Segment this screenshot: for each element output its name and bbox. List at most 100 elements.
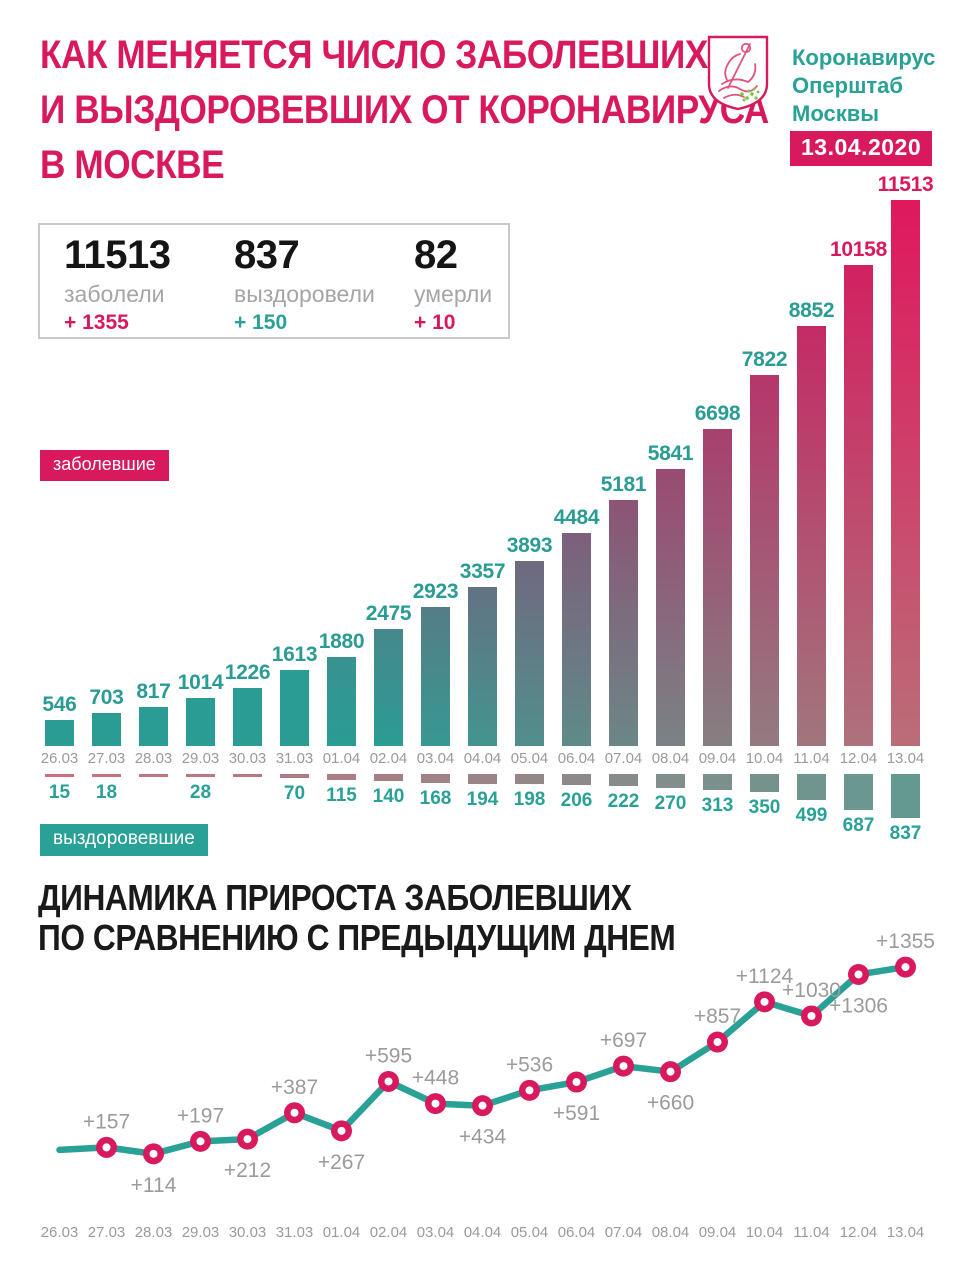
recovered-bar-value: 194 — [466, 789, 499, 811]
growth-point-label: +114 — [131, 1174, 177, 1197]
bar-chart-date: 04.04 — [463, 750, 502, 767]
infected-bar-value: 3893 — [506, 534, 553, 557]
title-line-2: И ВЫЗДОРОВЕВШИХ ОТ КОРОНАВИРУСА — [40, 88, 769, 132]
recovered-bar-value: 15 — [48, 781, 71, 803]
line-chart-date: 26.03 — [40, 1224, 79, 1241]
infected-bar-value: 1880 — [318, 630, 365, 653]
recovered-bar-value: 837 — [889, 823, 922, 845]
stat-infected: 11513 заболели + 1355 — [64, 233, 171, 335]
stat-recovered-label: выздоровели — [234, 281, 375, 307]
bar-chart-date: 30.03 — [228, 750, 267, 767]
recovered-bar-value: 270 — [654, 793, 687, 815]
recovered-bar — [797, 774, 826, 801]
stat-died-value: 82 — [414, 233, 458, 277]
growth-section-title: ДИНАМИКА ПРИРОСТА ЗАБОЛЕВШИХ ПО СРАВНЕНИ… — [38, 878, 676, 958]
title-line-1: КАК МЕНЯЕТСЯ ЧИСЛО ЗАБОЛЕВШИХ — [40, 33, 708, 77]
logo-line-1: Коронавирус — [792, 45, 936, 70]
recovered-bar — [139, 774, 168, 777]
infected-bar — [421, 607, 450, 746]
recovered-bar — [468, 774, 497, 785]
infected-bar — [280, 670, 309, 746]
bar-chart-date: 10.04 — [745, 750, 784, 767]
infected-bar — [92, 713, 121, 746]
infected-bar — [750, 375, 779, 746]
recovered-bar-value: 222 — [607, 790, 640, 812]
line-chart-date: 27.03 — [87, 1224, 126, 1241]
recovered-bar-value: 206 — [560, 789, 593, 811]
recovered-bar — [609, 774, 638, 786]
data-point-center — [760, 997, 769, 1006]
line-chart-date: 31.03 — [275, 1224, 314, 1241]
bar-chart-date: 29.03 — [181, 750, 220, 767]
operativ-shtab-label: Коронавирус Оперштаб Москвы — [792, 44, 935, 128]
line-chart-date: 13.04 — [886, 1224, 925, 1241]
data-point-center — [337, 1126, 346, 1135]
logo-line-2: Оперштаб — [792, 73, 904, 98]
growth-point-label: +857 — [694, 1005, 741, 1028]
growth-point-label: +536 — [506, 1053, 553, 1076]
growth-point-label: +1030 — [782, 979, 841, 1002]
infected-bar-value: 3357 — [459, 560, 506, 583]
infected-bar-value: 1014 — [177, 671, 224, 694]
recovered-bar-value: 350 — [748, 797, 781, 819]
recovered-bar-value: 687 — [842, 815, 875, 837]
infected-bar-value: 1226 — [224, 661, 271, 684]
bar-chart-date: 31.03 — [275, 750, 314, 767]
infected-bar-value: 2923 — [412, 580, 459, 603]
infected-bar-value: 4484 — [553, 506, 600, 529]
growth-point-label: +660 — [647, 1092, 694, 1115]
growth-point-label: +697 — [600, 1029, 647, 1052]
growth-point-label: +1355 — [876, 930, 935, 953]
growth-point-label: +387 — [271, 1076, 318, 1099]
recovered-bar — [280, 774, 309, 778]
infected-bar-value: 6698 — [694, 402, 741, 425]
growth-point-label: +197 — [177, 1104, 224, 1127]
line-chart-date: 11.04 — [793, 1224, 830, 1241]
recovered-bar-value: 499 — [795, 805, 828, 827]
growth-point-label: +448 — [412, 1067, 459, 1090]
bar-chart-date: 13.04 — [886, 750, 925, 767]
recovered-bar-value: 168 — [419, 787, 452, 809]
legend-recovered-badge: выздоровевшие — [40, 824, 208, 856]
bar-chart-date: 26.03 — [40, 750, 79, 767]
recovered-bar — [45, 774, 74, 777]
data-point-center — [196, 1137, 205, 1146]
growth-point-label: +267 — [318, 1151, 365, 1174]
line-chart-date: 10.04 — [745, 1224, 784, 1241]
recovered-bar — [891, 774, 920, 819]
page-title: КАК МЕНЯЕТСЯ ЧИСЛО ЗАБОЛЕВШИХ И ВЫЗДОРОВ… — [40, 28, 769, 193]
bar-chart-date: 01.04 — [322, 750, 361, 767]
bar-chart-date: 07.04 — [604, 750, 643, 767]
infected-bar-value: 817 — [136, 680, 171, 703]
data-point-center — [619, 1062, 628, 1071]
line-chart-date: 09.04 — [698, 1224, 737, 1241]
bar-chart-date: 11.04 — [793, 750, 830, 767]
growth-point-label: +591 — [553, 1102, 600, 1125]
growth-point-label: +595 — [365, 1044, 412, 1067]
stat-recovered: 837 выздоровели + 150 — [234, 233, 375, 335]
infected-bar — [891, 200, 920, 746]
infected-bar — [562, 533, 591, 746]
line-chart-date: 08.04 — [651, 1224, 690, 1241]
line-chart-date: 06.04 — [557, 1224, 596, 1241]
growth-line-chart: +157 +114 +197 +212 +387 +267 +595+448 +434 +536… — [56, 930, 935, 1197]
recovered-bar-value: 28 — [189, 781, 212, 803]
data-point-center — [854, 970, 863, 979]
recovered-bar — [327, 774, 356, 781]
stat-infected-delta: + 1355 — [64, 311, 129, 334]
infected-bar — [374, 629, 403, 746]
infected-bar — [609, 500, 638, 746]
infected-bar-value: 11513 — [877, 173, 934, 196]
recovered-bar-value: 115 — [326, 785, 357, 807]
bar-chart-date: 12.04 — [839, 750, 878, 767]
data-point-center — [102, 1143, 111, 1152]
stat-infected-value: 11513 — [64, 233, 171, 277]
growth-point-label: +1306 — [829, 994, 888, 1017]
stat-died-label: умерли — [414, 281, 493, 307]
data-point-center — [807, 1011, 816, 1020]
moscow-coat-of-arms-icon — [706, 34, 770, 117]
data-point-center — [431, 1099, 440, 1108]
data-point-center — [384, 1077, 393, 1086]
logo-line-3: Москвы — [792, 101, 880, 126]
infected-bar — [844, 265, 873, 746]
